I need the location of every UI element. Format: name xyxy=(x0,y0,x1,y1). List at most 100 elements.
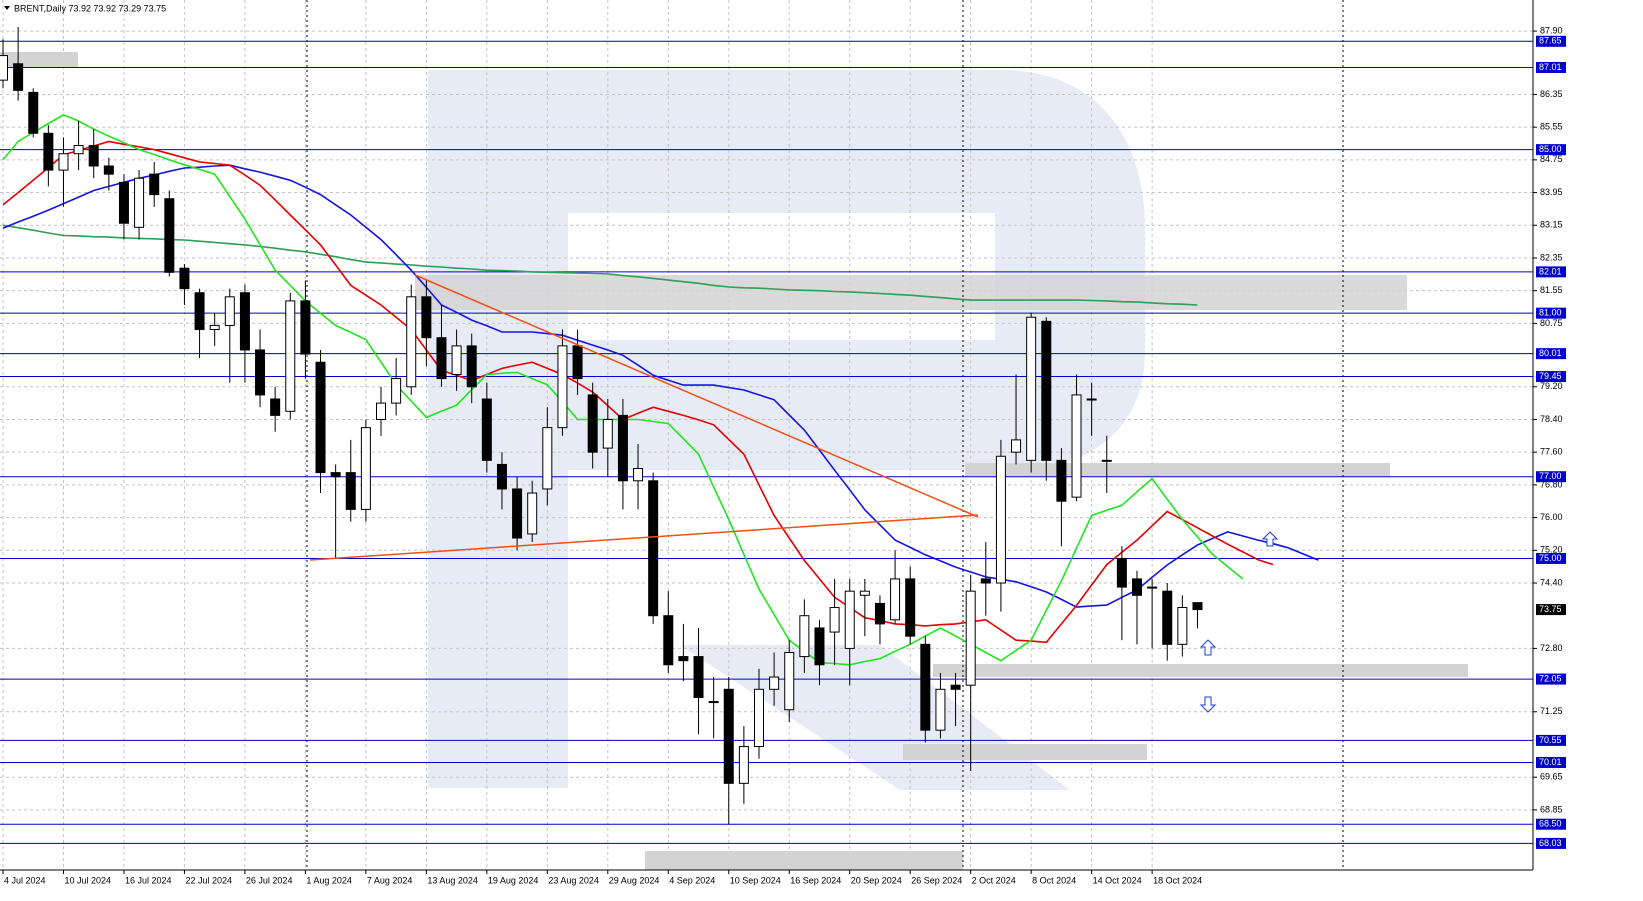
moving-average xyxy=(2,224,1198,306)
y-tick-label: 76.80 xyxy=(1540,479,1563,489)
candle-body xyxy=(391,378,402,404)
candle-body xyxy=(617,414,628,482)
moving-average xyxy=(2,140,1274,644)
y-tick-label: 81.55 xyxy=(1540,285,1563,295)
candle-body xyxy=(965,590,976,686)
candle-body xyxy=(421,296,432,339)
plot xyxy=(0,26,1533,844)
candle-body xyxy=(784,652,795,711)
arrow-up xyxy=(1261,531,1279,547)
y-tick-label: 82.35 xyxy=(1540,252,1563,262)
candle-body xyxy=(1147,586,1158,589)
y-tick-label: 76.00 xyxy=(1540,512,1563,522)
level-label-box xyxy=(1536,307,1566,319)
arrow-up xyxy=(1199,639,1217,656)
candle-body xyxy=(874,602,885,625)
level-label-box xyxy=(1536,35,1566,47)
level-label-box xyxy=(1536,61,1566,73)
candle-body xyxy=(1162,590,1173,645)
y-tick-label: 68.85 xyxy=(1540,804,1563,814)
candle-body xyxy=(859,590,870,596)
y-tick-label: 83.15 xyxy=(1540,220,1563,230)
candle-body xyxy=(935,688,946,731)
level-label: 81.00 xyxy=(1539,308,1562,318)
candle-body xyxy=(663,615,674,666)
x-tick-label: 26 Sep 2024 xyxy=(911,875,962,885)
candle-body xyxy=(149,173,160,196)
moving-average xyxy=(2,164,1319,608)
candle-body xyxy=(406,296,417,388)
x-tick-label: 20 Sep 2024 xyxy=(851,875,902,885)
candle-body xyxy=(436,337,447,380)
level-label: 82.01 xyxy=(1539,266,1562,276)
candle-body xyxy=(754,688,764,748)
candle-body xyxy=(814,627,825,666)
zone xyxy=(415,275,1407,310)
candle-body xyxy=(557,345,568,429)
candle-body xyxy=(769,676,780,690)
candle-body xyxy=(1056,459,1067,502)
candle-body xyxy=(345,472,356,510)
candle-body xyxy=(633,468,644,482)
y-tick-label: 74.40 xyxy=(1540,577,1563,587)
y-tick-label: 87.90 xyxy=(1540,25,1563,35)
candle-body xyxy=(255,349,266,396)
x-tick-label: 23 Aug 2024 xyxy=(548,875,599,885)
level-label: 80.01 xyxy=(1539,348,1562,358)
candle-body xyxy=(995,455,1006,584)
price-axis: 87.90 86.35 85.55 84.75 83.95 83.15 82.35 81.55… xyxy=(0,0,1566,885)
y-tick-label: 69.65 xyxy=(1540,772,1563,782)
level-label-box xyxy=(1536,471,1566,483)
candle-body xyxy=(134,177,145,228)
candle-body xyxy=(1041,320,1052,461)
candle-body xyxy=(270,398,281,416)
x-tick-label: 16 Sep 2024 xyxy=(790,875,841,885)
candle-body xyxy=(209,324,220,331)
price-label: 73.75 xyxy=(1539,604,1562,614)
y-tick-label: 83.95 xyxy=(1540,187,1563,197)
candle-body xyxy=(179,267,190,290)
y-tick-label: 80.75 xyxy=(1540,318,1563,328)
candle-body xyxy=(572,345,583,380)
y-tick-label: 71.25 xyxy=(1540,706,1563,716)
candle-body xyxy=(512,488,523,539)
zones xyxy=(0,52,1468,870)
candle-body xyxy=(1086,398,1097,401)
candle-body xyxy=(829,607,840,633)
candle-body xyxy=(723,688,734,784)
menu-icon[interactable] xyxy=(4,6,10,10)
candle-body xyxy=(1101,459,1112,462)
y-tick-label: 84.75 xyxy=(1540,154,1563,164)
candle-body xyxy=(905,578,916,637)
x-tick-label: 4 Jul 2024 xyxy=(4,875,46,885)
arrow-down xyxy=(1199,696,1217,713)
candle-body xyxy=(950,684,961,690)
zone xyxy=(965,463,1390,477)
candle-body xyxy=(315,361,326,474)
candle-body xyxy=(360,427,371,510)
candle-body xyxy=(103,165,114,175)
candle-body xyxy=(164,198,175,273)
level-label-box xyxy=(1536,837,1566,849)
y-tick-label: 85.55 xyxy=(1540,122,1563,132)
candle-body xyxy=(527,492,538,535)
candle-body xyxy=(466,345,477,388)
level-label: 87.65 xyxy=(1539,36,1562,46)
candle-body xyxy=(1116,557,1127,588)
x-tick-label: 10 Jul 2024 xyxy=(64,875,111,885)
level-label-box xyxy=(1536,348,1566,360)
y-tick-label: 86.35 xyxy=(1540,89,1563,99)
zone xyxy=(645,851,963,870)
candle-body xyxy=(844,590,855,649)
level-label: 72.05 xyxy=(1539,673,1562,683)
trend-line xyxy=(414,274,979,518)
zone xyxy=(933,664,1468,677)
level-label-box xyxy=(1536,552,1566,564)
candle-body xyxy=(224,296,235,326)
level-label: 85.00 xyxy=(1539,144,1562,154)
candle-body xyxy=(285,300,296,412)
level-label-box xyxy=(1536,818,1566,830)
candle-body xyxy=(88,145,99,167)
candle-body xyxy=(58,153,69,171)
